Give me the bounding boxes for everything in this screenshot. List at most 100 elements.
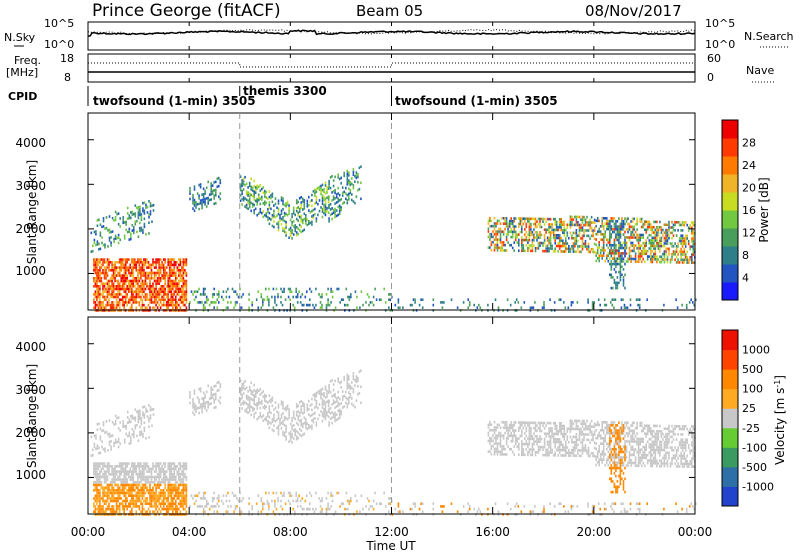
power-cell [285,204,287,208]
velocity-cell [184,462,186,465]
power-cell [372,303,375,307]
power-cell [308,209,310,212]
power-cell [345,303,348,307]
power-cell [663,236,666,240]
velocity-cell [201,397,203,400]
velocity-cell [280,416,283,419]
power-cell [543,233,546,237]
power-cell [124,282,127,285]
velocity-cell [159,494,162,497]
power-cell [309,221,312,225]
velocity-cell [121,467,124,471]
power-cell [368,303,370,307]
power-cell [131,298,133,301]
power-cell [672,223,675,227]
power-cell [528,244,531,247]
power-cell [124,274,127,277]
power-cell [663,223,666,226]
power-cell [234,290,237,293]
velocity-cell [149,414,152,417]
velocity-cell [109,483,112,487]
velocity-cell [170,499,173,503]
power-cell [521,225,523,228]
power-cell [168,290,171,293]
velocity-cell [176,473,179,476]
power-cell [610,268,613,271]
velocity-cell [103,478,106,481]
power-cell [613,225,616,228]
power-cell [216,306,219,309]
power-cell [558,223,561,226]
power-cell [189,192,191,195]
power-cell [144,277,147,280]
power-cell [665,242,667,245]
velocity-cell [94,494,97,497]
power-cell [583,229,585,232]
power-cell [656,231,658,234]
power-cell [113,219,115,222]
power-cell [181,295,183,299]
power-cell [233,306,235,309]
power-cell [306,290,308,293]
power-cell [135,261,138,264]
velocity-cell [115,465,118,468]
velocity-cell [105,499,107,503]
velocity-cell [93,505,95,508]
power-cell [650,241,652,245]
velocity-cell [114,465,116,468]
velocity-cell [239,379,242,382]
velocity-cell [258,397,260,401]
velocity-cell [131,494,133,497]
power-cell [671,226,673,229]
velocity-cell [204,401,206,405]
velocity-cell [105,507,107,511]
power-cell [350,293,352,296]
power-cell [181,279,183,283]
power-cell [499,246,502,249]
power-cell [345,186,347,190]
velocity-cell [334,419,336,423]
power-cell [120,279,122,283]
power-cell [347,303,349,307]
power-y-tick-2000: 2000 [15,222,46,236]
power-cell [622,225,625,228]
velocity-cell [360,401,362,405]
velocity-cell [123,481,125,484]
velocity-cell [108,473,110,476]
power-cell [172,279,174,283]
power-cell [128,285,130,288]
power-cell [239,186,242,189]
velocity-cell [117,478,119,481]
power-cell [409,303,412,307]
power-cell [638,298,641,301]
power-cell [96,266,98,269]
velocity-cell [242,386,245,390]
velocity-cell [181,478,183,481]
velocity-cell [168,475,171,479]
power-cell [96,240,99,243]
power-cell [270,207,272,211]
power-cell [537,236,540,239]
velocity-cell [329,417,332,421]
power-cell [213,287,215,291]
power-cell [546,249,549,253]
power-cell [137,301,139,304]
velocity-cell [181,491,183,495]
power-cell [248,197,251,201]
power-cell [153,290,156,293]
power-cell [312,214,315,217]
velocity-cell [267,401,269,404]
power-cell [638,306,641,309]
velocity-cell [131,433,134,436]
power-cell [251,205,254,208]
power-cell [554,236,556,240]
velocity-cell [288,408,290,411]
power-cell [624,241,626,244]
power-cell [587,221,590,224]
velocity-cell [123,505,125,508]
velocity-cell [181,505,183,508]
power-cell [619,268,622,271]
power-cell [202,187,205,191]
power-cell [282,200,284,203]
power-cell [131,306,133,309]
